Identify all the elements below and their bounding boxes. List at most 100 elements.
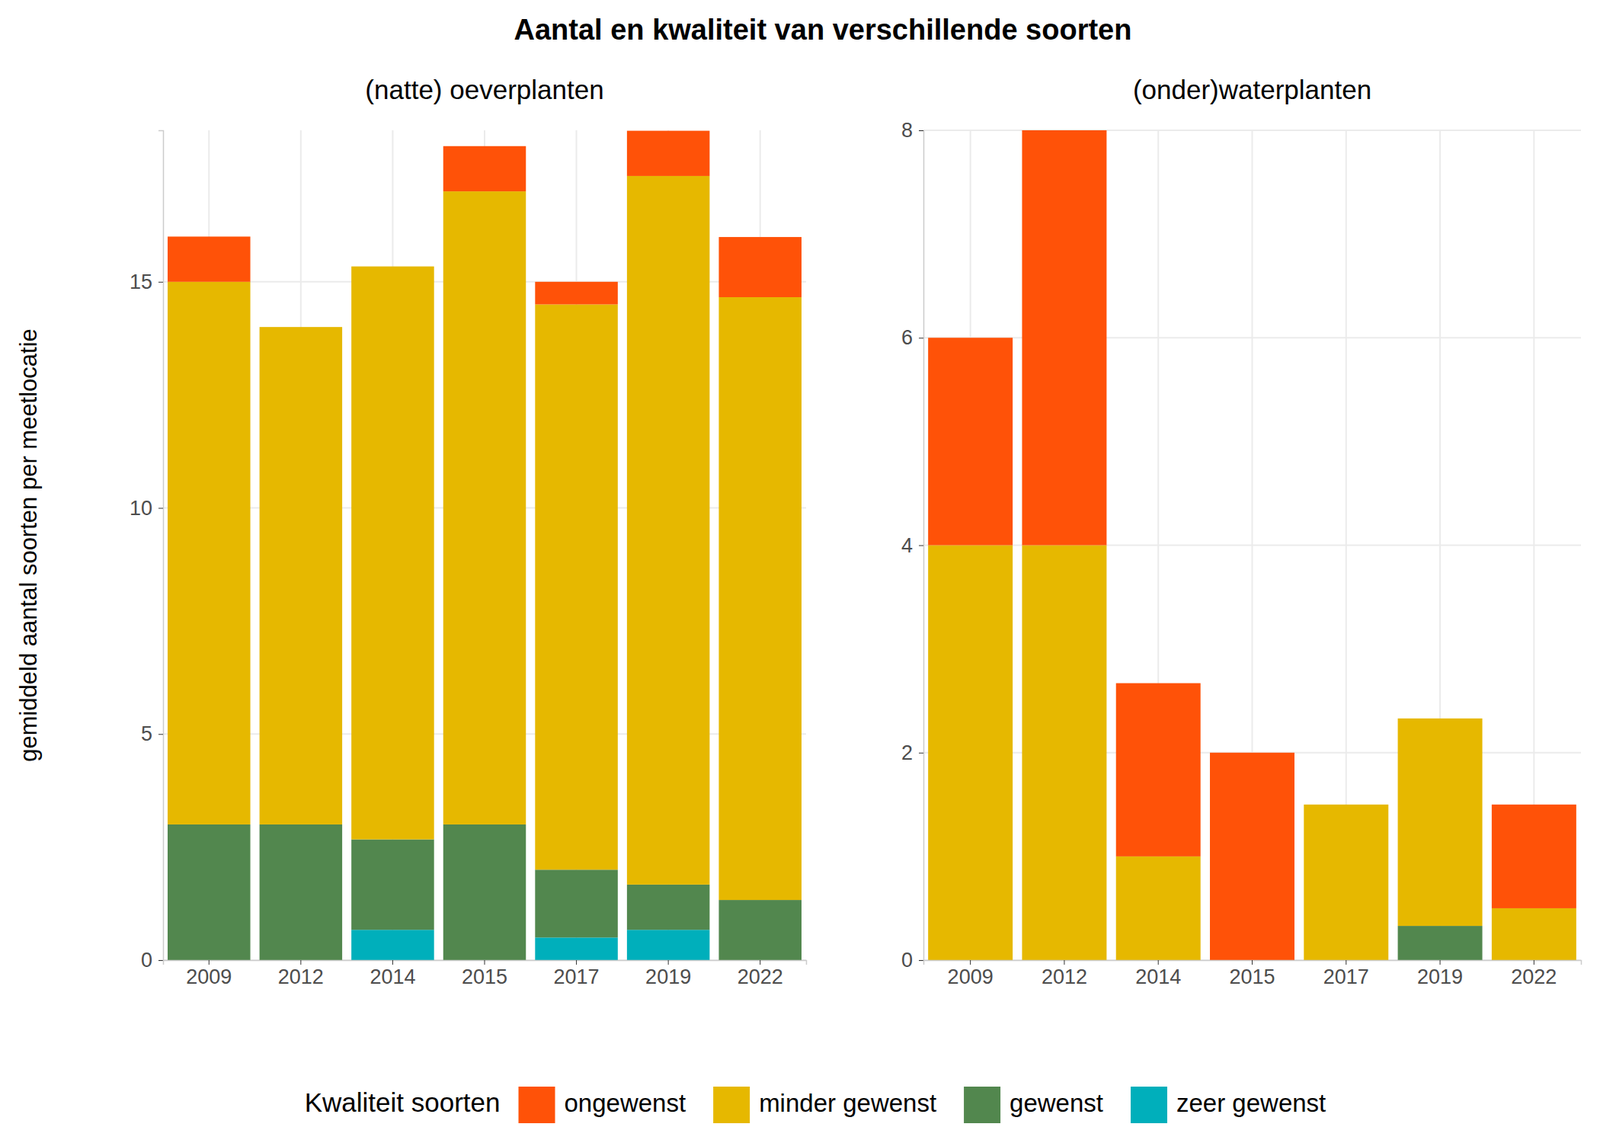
y-tick-label: 10	[129, 496, 153, 520]
x-tick: 2019	[645, 960, 692, 989]
y-axis: 02468	[901, 118, 925, 972]
bar: gewenst	[1398, 925, 1483, 960]
title: Aantal en kwaliteit van verschillende so…	[514, 13, 1133, 46]
bar: ongewenst	[1209, 752, 1295, 960]
x-tick-label: 2015	[461, 965, 508, 989]
y-tick: 15	[129, 270, 164, 294]
x-tick-mark	[1158, 960, 1159, 965]
y-tick: 6	[901, 326, 924, 349]
bar: ongewenst	[534, 281, 618, 305]
grid	[163, 130, 807, 960]
x-tick-label: 2009	[185, 965, 232, 989]
series: ongewenstongewenstongewenstongewenstonge…	[928, 130, 1577, 960]
bar: gewenst	[534, 869, 618, 938]
x-tick: 2015	[1228, 960, 1275, 989]
y-tick-label: 0	[140, 948, 153, 972]
y-tick: 4	[901, 534, 924, 557]
x-tick-mark	[576, 960, 577, 965]
y-tick-mark	[918, 130, 924, 132]
y-tick-mark	[158, 508, 164, 509]
bar: ongewenst	[259, 326, 343, 328]
bar: ongewenst	[928, 337, 1013, 545]
y-tick-label: 8	[901, 118, 913, 142]
chart: Aantal en kwaliteit van verschillende so…	[0, 0, 1600, 1143]
y-axis-line	[918, 131, 925, 961]
y-tick-mark	[158, 733, 164, 735]
x-tick-mark	[1440, 960, 1441, 965]
bar: gewenst	[718, 899, 802, 960]
x-axis-line	[163, 960, 807, 966]
x-tick-label: 2009	[947, 965, 994, 989]
bar: gewenst	[167, 824, 251, 960]
bar: minder gewenst	[351, 266, 435, 840]
bar: gewenst	[259, 824, 343, 960]
y-tick: 0	[901, 948, 924, 972]
subtitle: (onder)waterplanten	[1132, 74, 1372, 105]
y-axis-line	[158, 131, 164, 961]
y-axis: 0 5 10 15	[129, 131, 164, 973]
x-tick-mark	[300, 960, 301, 965]
y-tick: 0	[140, 948, 164, 972]
bar: minder gewenst	[167, 281, 251, 825]
legend: Kwaliteit soortenongewenstminder gewenst…	[304, 1086, 1327, 1124]
y-tick-label: 15	[129, 270, 153, 294]
grid	[923, 130, 1581, 960]
x-tick: 2012	[278, 960, 324, 989]
bar: zeer gewenst	[627, 929, 711, 960]
x-tick-mark	[668, 960, 669, 965]
bar: ongewenst	[1021, 130, 1107, 546]
bar: ongewenst	[1116, 683, 1201, 857]
x-tick-label: 2019	[1417, 965, 1463, 989]
bar: minder gewenst	[1398, 718, 1483, 926]
y-tick: 5	[140, 722, 164, 746]
y-tick-mark	[918, 337, 924, 339]
series: ongewenstongewenstongewenstongewenstonge…	[167, 131, 802, 305]
bar: ongewenst	[351, 265, 435, 267]
x-tick-label: 2017	[553, 965, 600, 989]
x-axis-line	[924, 960, 1582, 966]
y-tick: 8	[901, 118, 924, 142]
x-tick-label: 2022	[737, 965, 784, 989]
bar: gewenst	[627, 884, 711, 930]
bar: ongewenst	[443, 146, 527, 192]
x-tick: 2019	[1417, 960, 1463, 989]
x-axis: 2009 2012 2014 2015 2017 2019 2022	[163, 960, 807, 989]
x-tick: 2012	[1041, 960, 1088, 989]
y-tick: 10	[129, 496, 164, 520]
legend-label: zeer gewenst	[1176, 1088, 1326, 1117]
panel: (onder)waterplantenzeer gewenstzeer gewe…	[901, 74, 1582, 989]
legend-swatch	[518, 1086, 556, 1124]
x-tick-mark	[392, 960, 394, 965]
bar: minder gewenst	[443, 191, 527, 825]
legend-label: gewenst	[1009, 1088, 1104, 1117]
x-tick: 2009	[947, 960, 994, 989]
y-tick-label: 4	[901, 534, 913, 557]
x-tick-mark	[1345, 960, 1347, 965]
x-tick-label: 2014	[1135, 965, 1181, 989]
x-tick-label: 2022	[1510, 965, 1557, 989]
x-tick-label: 2012	[1041, 965, 1088, 989]
bar: zeer gewenst	[534, 937, 618, 960]
legend-swatch	[713, 1086, 750, 1124]
bar: minder gewenst	[259, 326, 343, 825]
legend-swatch	[1130, 1086, 1168, 1124]
legend-label: ongewenst	[564, 1088, 687, 1117]
bar: zeer gewenst	[351, 929, 435, 960]
bar: minder gewenst	[627, 176, 711, 885]
x-tick-mark	[1533, 960, 1535, 965]
x-tick: 2009	[185, 960, 232, 989]
bar: ongewenst	[1491, 804, 1577, 909]
x-tick-mark	[484, 960, 486, 965]
x-tick: 2017	[553, 960, 600, 989]
x-tick: 2017	[1323, 960, 1370, 989]
x-tick-label: 2014	[369, 965, 416, 989]
bar: minder gewenst	[1303, 804, 1389, 960]
series: minder gewenstminder gewenstminder gewen…	[928, 545, 1577, 961]
x-tick-mark	[208, 960, 210, 965]
x-tick-mark	[969, 960, 971, 965]
y-tick-mark	[918, 545, 924, 547]
bars: zeer gewenstzeer gewenstzeer gewenstzeer…	[167, 131, 802, 960]
legend-title: Kwaliteit soorten	[304, 1087, 501, 1117]
panel: (natte) oeverplantenzeer gewenstzeer gew…	[129, 74, 807, 989]
bar: minder gewenst	[1021, 545, 1107, 961]
